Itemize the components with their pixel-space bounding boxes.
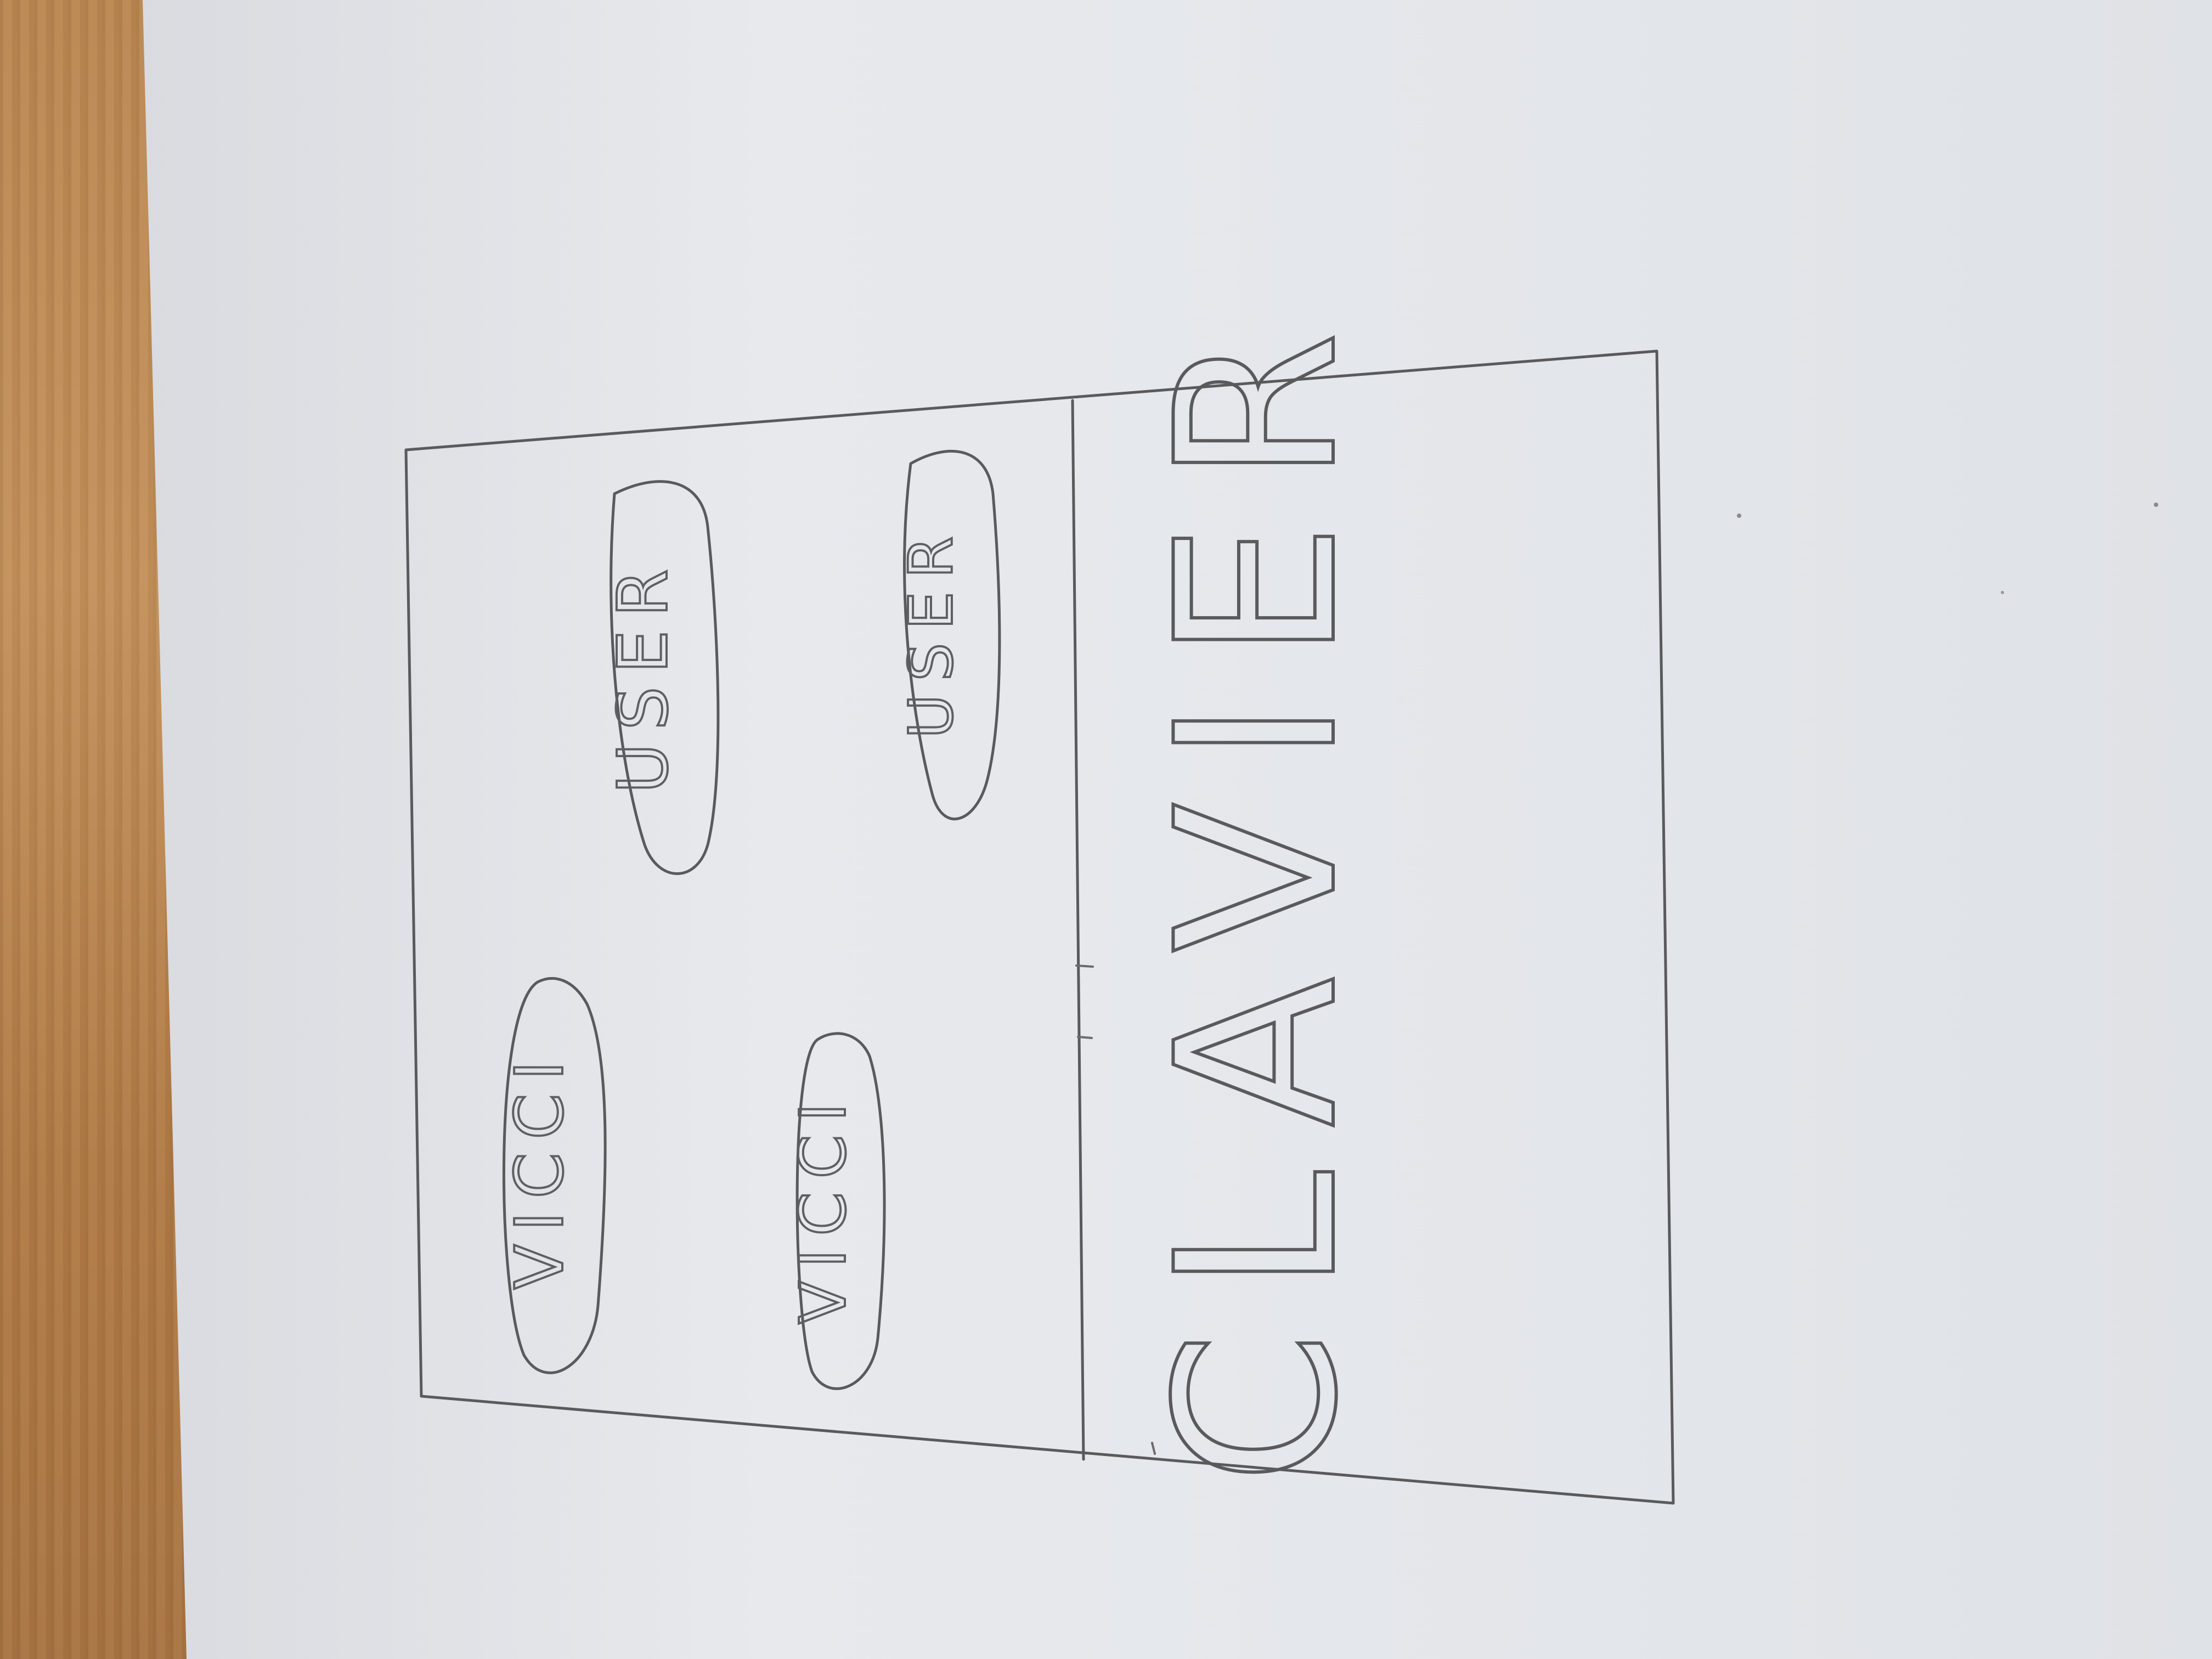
oval-vicci-2[interactable]: VICCI — [786, 1032, 886, 1390]
oval-user-1[interactable]: USER — [602, 480, 720, 875]
oval-label: VICCI — [502, 1048, 578, 1289]
pencil-dot — [1737, 514, 1741, 518]
pencil-dot — [2001, 591, 2004, 594]
pencil-dot — [2154, 503, 2158, 507]
oval-label: USER — [896, 523, 966, 738]
tick-mark — [1077, 1036, 1093, 1039]
frame-outline — [404, 349, 1675, 1505]
paper-sheet — [143, 0, 2212, 1659]
tick-mark — [1075, 964, 1094, 968]
oval-label: USER — [603, 556, 683, 794]
oval-user-2[interactable]: USER — [895, 449, 1001, 821]
panel-divider — [1071, 399, 1085, 1461]
oval-vicci-1[interactable]: VICCI — [501, 977, 607, 1374]
oval-label: VICCI — [787, 1090, 860, 1324]
clavier-label: CLAVIER — [1130, 293, 1385, 1485]
tick-mark — [1151, 1442, 1156, 1455]
